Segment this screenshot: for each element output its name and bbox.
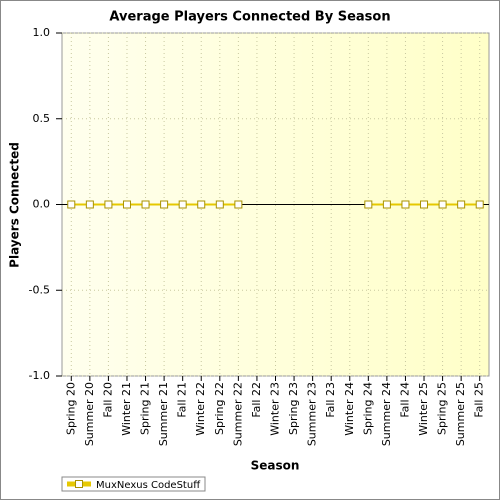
marker	[85, 200, 94, 209]
x-tick-label: Summer 24	[380, 382, 393, 446]
marker	[475, 200, 484, 209]
y-tick-label: -1.0	[29, 369, 50, 382]
marker	[178, 200, 187, 209]
marker	[234, 200, 243, 209]
x-tick-label: Spring 24	[361, 382, 374, 435]
y-tick-label: 1.0	[33, 26, 51, 39]
x-tick-label: Fall 23	[324, 382, 337, 418]
x-tick-label: Winter 24	[343, 382, 356, 436]
marker	[122, 200, 131, 209]
x-tick-label: Spring 21	[139, 382, 152, 435]
marker	[215, 200, 224, 209]
marker	[364, 200, 373, 209]
x-tick-label: Spring 20	[64, 382, 77, 435]
x-tick-label: Summer 21	[157, 382, 170, 446]
marker	[197, 200, 206, 209]
marker	[420, 200, 429, 209]
legend-box	[61, 476, 206, 492]
x-tick-label: Summer 20	[83, 382, 96, 446]
x-tick-label: Summer 25	[454, 382, 467, 446]
y-axis-title: Players Connected	[8, 142, 22, 268]
x-tick-label: Spring 22	[213, 382, 226, 435]
x-tick-label: Fall 24	[398, 382, 411, 418]
x-tick-label: Summer 23	[306, 382, 319, 446]
x-tick-label: Summer 22	[231, 382, 244, 446]
legend-label: MuxNexus CodeStuff	[96, 480, 201, 491]
x-tick-label: Winter 25	[417, 382, 430, 436]
chart-title: Average Players Connected By Season	[109, 10, 390, 25]
marker	[67, 200, 76, 209]
x-tick-label: Fall 25	[473, 382, 486, 418]
x-axis-title: Season	[251, 459, 300, 473]
marker	[160, 200, 169, 209]
x-tick-label: Fall 22	[250, 382, 263, 418]
legend-marker	[75, 480, 83, 488]
y-tick-label: -0.5	[29, 283, 50, 296]
marker	[401, 200, 410, 209]
marker	[141, 200, 150, 209]
x-tick-label: Spring 25	[436, 382, 449, 435]
x-tick-label: Winter 22	[194, 382, 207, 436]
x-tick-label: Spring 23	[287, 382, 300, 435]
marker	[382, 200, 391, 209]
marker	[104, 200, 113, 209]
x-tick-label: Winter 23	[269, 382, 282, 436]
marker	[457, 200, 466, 209]
marker	[438, 200, 447, 209]
x-tick-label: Winter 21	[120, 382, 133, 436]
x-tick-label: Fall 21	[176, 382, 189, 418]
y-tick-label: 0.5	[33, 112, 51, 125]
y-tick-label: 0.0	[33, 198, 51, 211]
legend: MuxNexus CodeStuff	[61, 476, 206, 492]
x-tick-label: Fall 20	[101, 382, 114, 418]
